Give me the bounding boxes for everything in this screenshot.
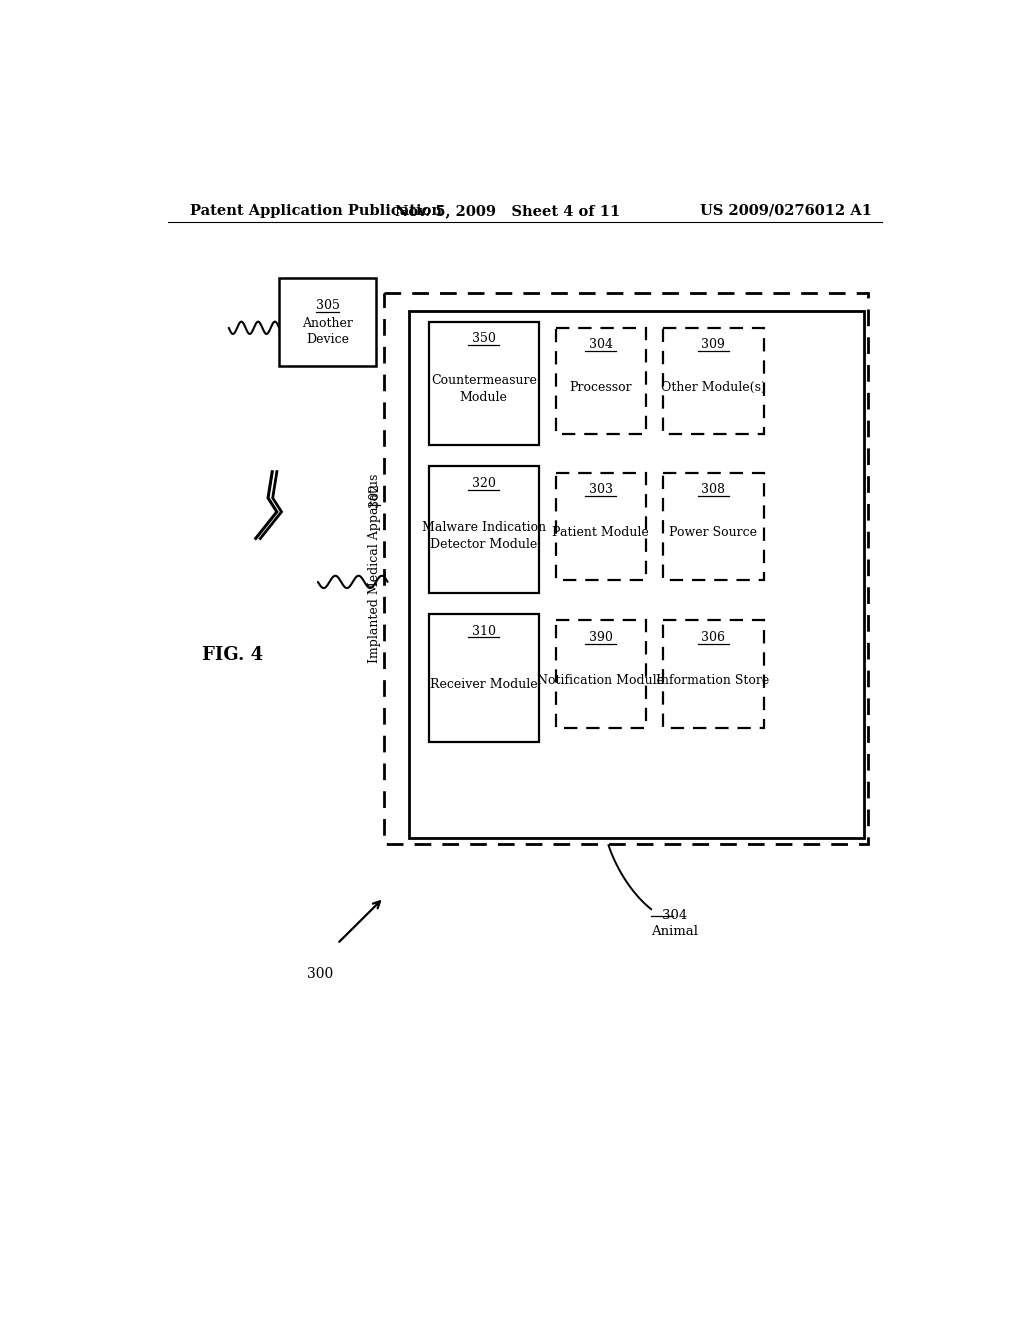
Text: Malware Indication
Detector Module: Malware Indication Detector Module xyxy=(422,521,546,550)
Text: 305: 305 xyxy=(315,298,340,312)
Text: Nov. 5, 2009   Sheet 4 of 11: Nov. 5, 2009 Sheet 4 of 11 xyxy=(395,203,621,218)
Bar xyxy=(556,620,646,729)
Text: 350: 350 xyxy=(472,333,496,345)
Text: 306: 306 xyxy=(701,631,725,644)
Text: Implanted Medical Apparatus: Implanted Medical Apparatus xyxy=(368,474,381,663)
Text: US 2009/0276012 A1: US 2009/0276012 A1 xyxy=(700,203,872,218)
Text: Information Store: Information Store xyxy=(656,675,770,686)
Text: 304: 304 xyxy=(589,338,612,351)
Text: Processor: Processor xyxy=(569,380,632,393)
Text: 300: 300 xyxy=(307,966,334,981)
Text: Receiver Module: Receiver Module xyxy=(430,677,538,690)
Text: Patent Application Publication: Patent Application Publication xyxy=(190,203,442,218)
Text: 320: 320 xyxy=(472,477,496,490)
Bar xyxy=(556,473,646,581)
Bar xyxy=(280,277,376,366)
Text: 303: 303 xyxy=(589,483,612,496)
Text: 390: 390 xyxy=(589,631,612,644)
Text: 302: 302 xyxy=(368,483,381,507)
Bar xyxy=(409,312,864,838)
Bar xyxy=(429,322,539,445)
Bar xyxy=(663,327,764,434)
Bar xyxy=(429,614,539,742)
Bar xyxy=(556,327,646,434)
Text: Another
Device: Another Device xyxy=(302,317,353,346)
Text: 310: 310 xyxy=(472,624,496,638)
Bar xyxy=(429,466,539,594)
Text: Countermeasure
Module: Countermeasure Module xyxy=(431,375,537,404)
Bar xyxy=(663,473,764,581)
Text: FIG. 4: FIG. 4 xyxy=(202,645,263,664)
Text: Other Module(s): Other Module(s) xyxy=(660,380,766,393)
Text: 304
Animal: 304 Animal xyxy=(651,909,698,939)
Bar xyxy=(384,293,868,843)
Text: Patient Module: Patient Module xyxy=(552,527,649,539)
Text: 308: 308 xyxy=(701,483,725,496)
Text: Notification Module: Notification Module xyxy=(538,675,665,686)
Text: Power Source: Power Source xyxy=(669,527,757,539)
Text: 309: 309 xyxy=(701,338,725,351)
Bar xyxy=(663,620,764,729)
